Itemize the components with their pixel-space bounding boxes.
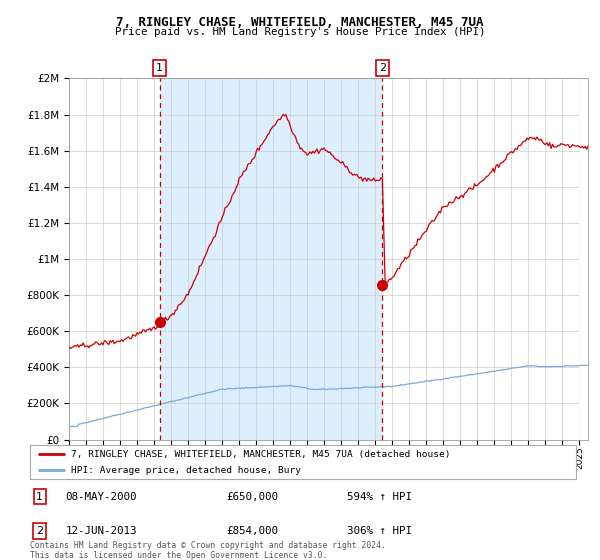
Text: 2: 2: [36, 526, 43, 536]
Bar: [160, 78, 382, 440]
Text: HPI: Average price, detached house, Bury: HPI: Average price, detached house, Bury: [71, 466, 301, 475]
Text: 12-JUN-2013: 12-JUN-2013: [65, 526, 137, 536]
Text: 306% ↑ HPI: 306% ↑ HPI: [347, 526, 412, 536]
Text: £650,000: £650,000: [227, 492, 278, 502]
Text: 2: 2: [379, 63, 386, 73]
Text: Contains HM Land Registry data © Crown copyright and database right 2024.
This d: Contains HM Land Registry data © Crown c…: [30, 540, 386, 560]
Text: 08-MAY-2000: 08-MAY-2000: [65, 492, 137, 502]
Text: £854,000: £854,000: [227, 526, 278, 536]
Text: 594% ↑ HPI: 594% ↑ HPI: [347, 492, 412, 502]
Text: 1: 1: [37, 492, 43, 502]
Text: 7, RINGLEY CHASE, WHITEFIELD, MANCHESTER, M45 7UA (detached house): 7, RINGLEY CHASE, WHITEFIELD, MANCHESTER…: [71, 450, 451, 459]
Bar: [580, 78, 588, 440]
Text: 1: 1: [156, 63, 163, 73]
Text: 7, RINGLEY CHASE, WHITEFIELD, MANCHESTER, M45 7UA: 7, RINGLEY CHASE, WHITEFIELD, MANCHESTER…: [116, 16, 484, 29]
Text: Price paid vs. HM Land Registry's House Price Index (HPI): Price paid vs. HM Land Registry's House …: [115, 27, 485, 37]
